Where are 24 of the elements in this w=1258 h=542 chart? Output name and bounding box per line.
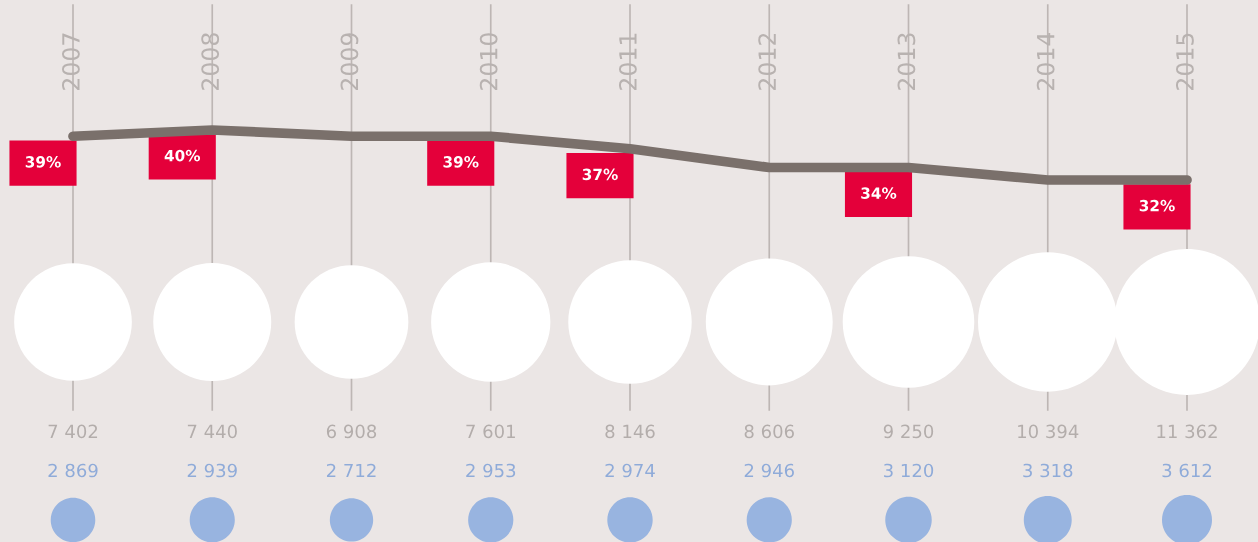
- data-label: 39%: [25, 156, 61, 168]
- data-label: 2 869: [48, 463, 98, 478]
- data-label: 8 606: [744, 424, 794, 439]
- data-label: 11 362: [1157, 424, 1217, 439]
- data-label: 10 394: [1018, 424, 1079, 439]
- data-label: 40%: [164, 149, 201, 162]
- data-label: 2 946: [744, 463, 794, 478]
- data-label: 39%: [443, 156, 479, 168]
- data-label: 8 146: [605, 424, 655, 439]
- data-label: 2 712: [326, 463, 376, 478]
- data-label: 2 974: [605, 463, 655, 478]
- data-label: 3 120: [884, 463, 934, 478]
- data-label: 34%: [861, 187, 897, 199]
- data-label: 37%: [582, 168, 618, 181]
- data-label: 7 440: [187, 424, 237, 439]
- data-label: 9 250: [883, 424, 934, 439]
- data-label: 7 601: [466, 424, 515, 439]
- data-label: 3 612: [1162, 463, 1212, 478]
- data-label: 7 402: [48, 424, 98, 439]
- data-label: 2 939: [187, 463, 237, 478]
- data-label: 32%: [1139, 199, 1175, 212]
- data-label: 3 318: [1023, 463, 1073, 478]
- data-label: 2 953: [466, 463, 516, 478]
- data-label: 6 908: [326, 424, 377, 439]
